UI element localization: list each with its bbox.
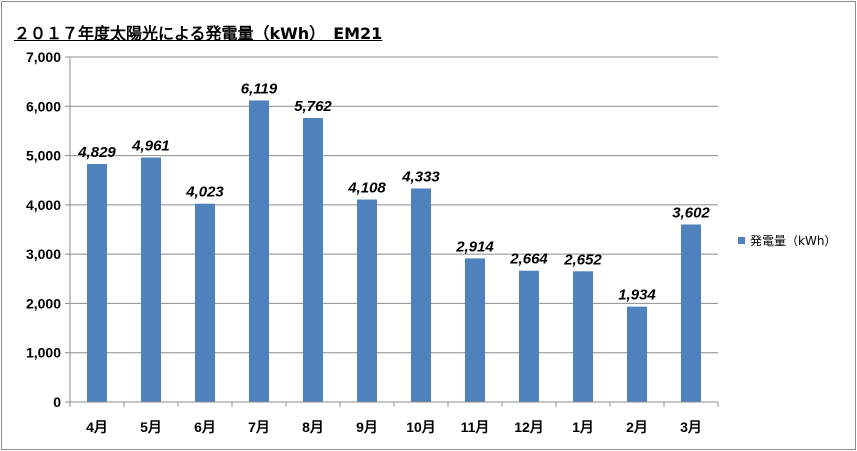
bar [573,271,593,402]
legend: 発電量（kWh） [738,234,836,248]
data-labels: 4,829 4,961 4,023 6,119 5,762 4,108 4,333 2,914… [77,80,710,303]
y-tick-label: 3,000 [26,246,61,262]
x-tick-label: 10月 [406,419,436,435]
bar [411,188,431,402]
x-tick-label: 8月 [302,419,324,435]
bar [627,306,647,402]
data-label: 3,602 [672,204,710,221]
y-tick-label: 7,000 [26,49,61,65]
data-label: 4,961 [131,137,170,154]
y-tick-label: 1,000 [26,345,61,361]
y-tick-label: 6,000 [26,98,61,114]
x-tick-label: 9月 [356,419,378,435]
data-label: 4,023 [185,184,224,201]
y-tick-label: 4,000 [26,197,61,213]
bar [357,199,377,402]
data-label: 4,108 [347,180,386,197]
x-tick-label: 1月 [572,419,594,435]
x-tick-label: 2月 [626,419,648,435]
bars [87,100,701,402]
x-tick-label: 4月 [86,419,108,435]
bar [303,118,323,402]
y-tick-label: 0 [53,394,61,410]
bar [141,157,161,402]
data-label: 1,934 [618,287,656,304]
bar [249,100,269,402]
data-label: 4,829 [77,144,116,161]
bar [465,258,485,402]
chart-title: ２０１７年度太陽光による発電量（kWh） EM21 [14,24,383,43]
data-label: 2,652 [563,251,602,268]
x-axis: 4月 5月 6月 7月 8月 9月 10月 11月 12月 1月 2月 3月 [69,401,719,435]
data-label: 2,664 [509,251,548,268]
y-tick-label: 5,000 [26,148,61,164]
data-label: 4,333 [401,168,440,185]
y-axis: 0 1,000 2,000 3,000 4,000 5,000 6,000 7,000 [26,49,71,410]
gridlines [70,56,718,403]
data-label: 6,119 [241,80,278,97]
y-tick-label: 2,000 [26,295,61,311]
bar [87,163,107,402]
x-tick-label: 12月 [514,419,544,435]
bar [195,203,215,402]
legend-swatch [738,237,745,244]
bar [681,224,701,402]
x-tick-label: 11月 [461,419,490,435]
x-tick-label: 7月 [248,419,270,435]
legend-label: 発電量（kWh） [750,234,836,248]
x-tick-label: 3月 [680,419,702,435]
x-tick-label: 6月 [194,419,216,435]
x-tick-label: 5月 [140,419,162,435]
bar [519,270,539,402]
data-label: 5,762 [294,98,332,115]
data-label: 2,914 [455,238,494,255]
